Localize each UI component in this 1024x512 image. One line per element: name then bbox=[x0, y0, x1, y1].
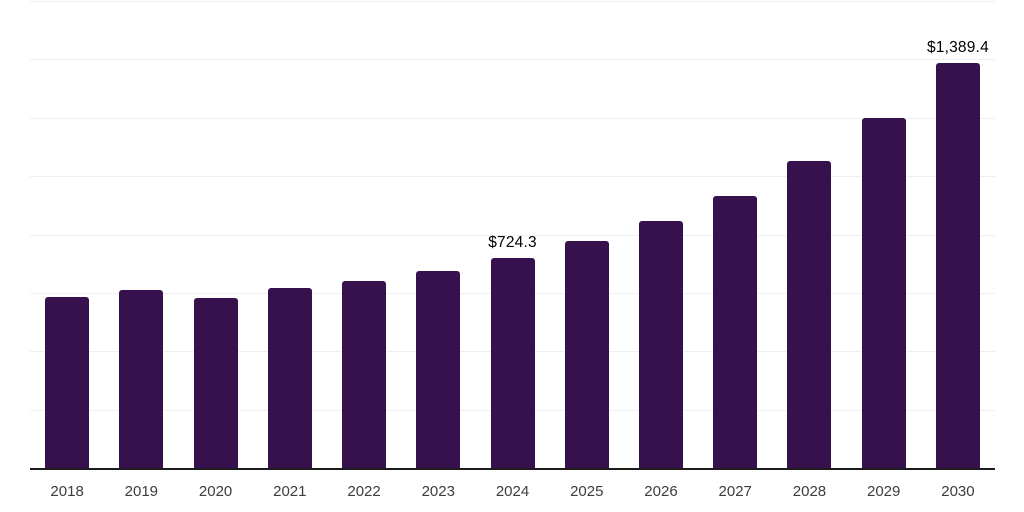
bar-slot-2025 bbox=[550, 2, 624, 469]
x-tick-label-2018: 2018 bbox=[50, 483, 84, 500]
data-label-2030: $1,389.4 bbox=[926, 39, 989, 57]
bar-slot-2020 bbox=[178, 2, 252, 469]
bar-slot-2026 bbox=[624, 2, 698, 469]
bar-2027 bbox=[713, 195, 758, 469]
x-tick-label-2024: 2024 bbox=[495, 483, 530, 500]
gridline-1200 bbox=[30, 117, 995, 119]
x-tick-label-2028: 2028 bbox=[792, 483, 827, 500]
x-tick-label-2020: 2020 bbox=[198, 483, 233, 500]
bar-2022 bbox=[342, 281, 387, 469]
bar-slot-2018 bbox=[30, 2, 104, 469]
bar-slot-2019 bbox=[104, 2, 178, 469]
x-tick-label-2027: 2027 bbox=[718, 483, 752, 500]
bar-slot-2028 bbox=[772, 2, 846, 469]
x-tick-label-2026: 2026 bbox=[644, 483, 678, 500]
bar-2019 bbox=[119, 289, 164, 469]
x-tick-label-2030: 2030 bbox=[941, 483, 975, 500]
bar-2029 bbox=[861, 118, 906, 469]
bar-slot-2030: $1,389.4 bbox=[921, 2, 995, 469]
gridline-800 bbox=[30, 234, 995, 236]
bar-2021 bbox=[267, 288, 312, 469]
x-tick-label-2025: 2025 bbox=[570, 483, 604, 500]
bar-slot-2021 bbox=[253, 2, 327, 469]
x-tick-label-2021: 2021 bbox=[273, 483, 307, 500]
bars-row: $724.3 $1,389.4 bbox=[30, 2, 995, 469]
bar-2024 bbox=[490, 257, 535, 469]
bar-2028 bbox=[787, 160, 832, 469]
bar-2026 bbox=[638, 220, 683, 469]
x-tick-label-2019: 2019 bbox=[124, 483, 159, 500]
bar-2018 bbox=[45, 296, 90, 469]
bar-slot-2022 bbox=[327, 2, 401, 469]
bar-2020 bbox=[193, 297, 238, 469]
x-axis-line bbox=[30, 468, 995, 470]
bar-slot-2027 bbox=[698, 2, 772, 469]
gridline-1600 bbox=[30, 1, 995, 2]
data-label-2024: $724.3 bbox=[488, 233, 537, 251]
bar-2023 bbox=[416, 270, 461, 469]
bar-slot-2024: $724.3 bbox=[475, 2, 549, 469]
bar-2025 bbox=[564, 241, 609, 469]
plot-area: $724.3 $1,389.4 bbox=[30, 1, 995, 470]
x-tick-label-2029: 2029 bbox=[867, 483, 901, 500]
gridline-1400 bbox=[30, 59, 995, 61]
bar-2030 bbox=[935, 63, 980, 469]
x-tick-label-2023: 2023 bbox=[421, 483, 455, 500]
gridline-1000 bbox=[30, 176, 995, 178]
x-axis-labels: 2018 2019 2020 2021 2022 2023 2024 2025 2026 2027… bbox=[30, 483, 995, 500]
bar-slot-2029 bbox=[847, 2, 921, 469]
x-tick-label-2022: 2022 bbox=[347, 483, 381, 500]
bar-slot-2023 bbox=[401, 2, 475, 469]
